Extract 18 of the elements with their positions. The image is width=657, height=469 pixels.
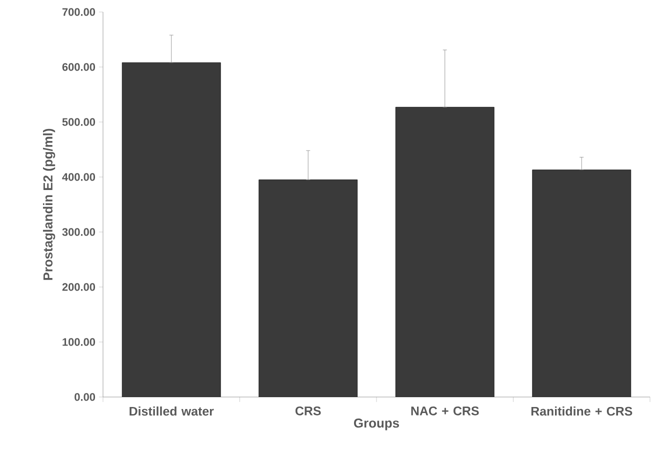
y-tick-label: 400.00 [62,173,96,181]
y-tick-label: 300.00 [62,228,96,236]
y-tick-label: 200.00 [62,283,96,291]
x-tick-label: Distilled water [130,406,214,416]
y-tick-label: 100.00 [62,338,96,346]
x-tick-label: CRS [295,406,321,416]
bar [122,62,221,397]
x-tick-label: NAC + CRS [411,406,479,416]
bar [532,170,632,397]
y-axis-title: Prostaglandin E2 (pg/ml) [43,128,56,280]
x-tick-label: Ranitidine + CRS [531,406,632,416]
y-tick-label: 700.00 [62,8,96,16]
y-tick-label: 600.00 [62,63,96,71]
bar [395,106,494,397]
bar [258,180,358,397]
y-tick-label: 500.00 [62,118,96,126]
y-tick-label: 0.00 [74,393,96,401]
x-axis-title: Groups [354,418,400,430]
